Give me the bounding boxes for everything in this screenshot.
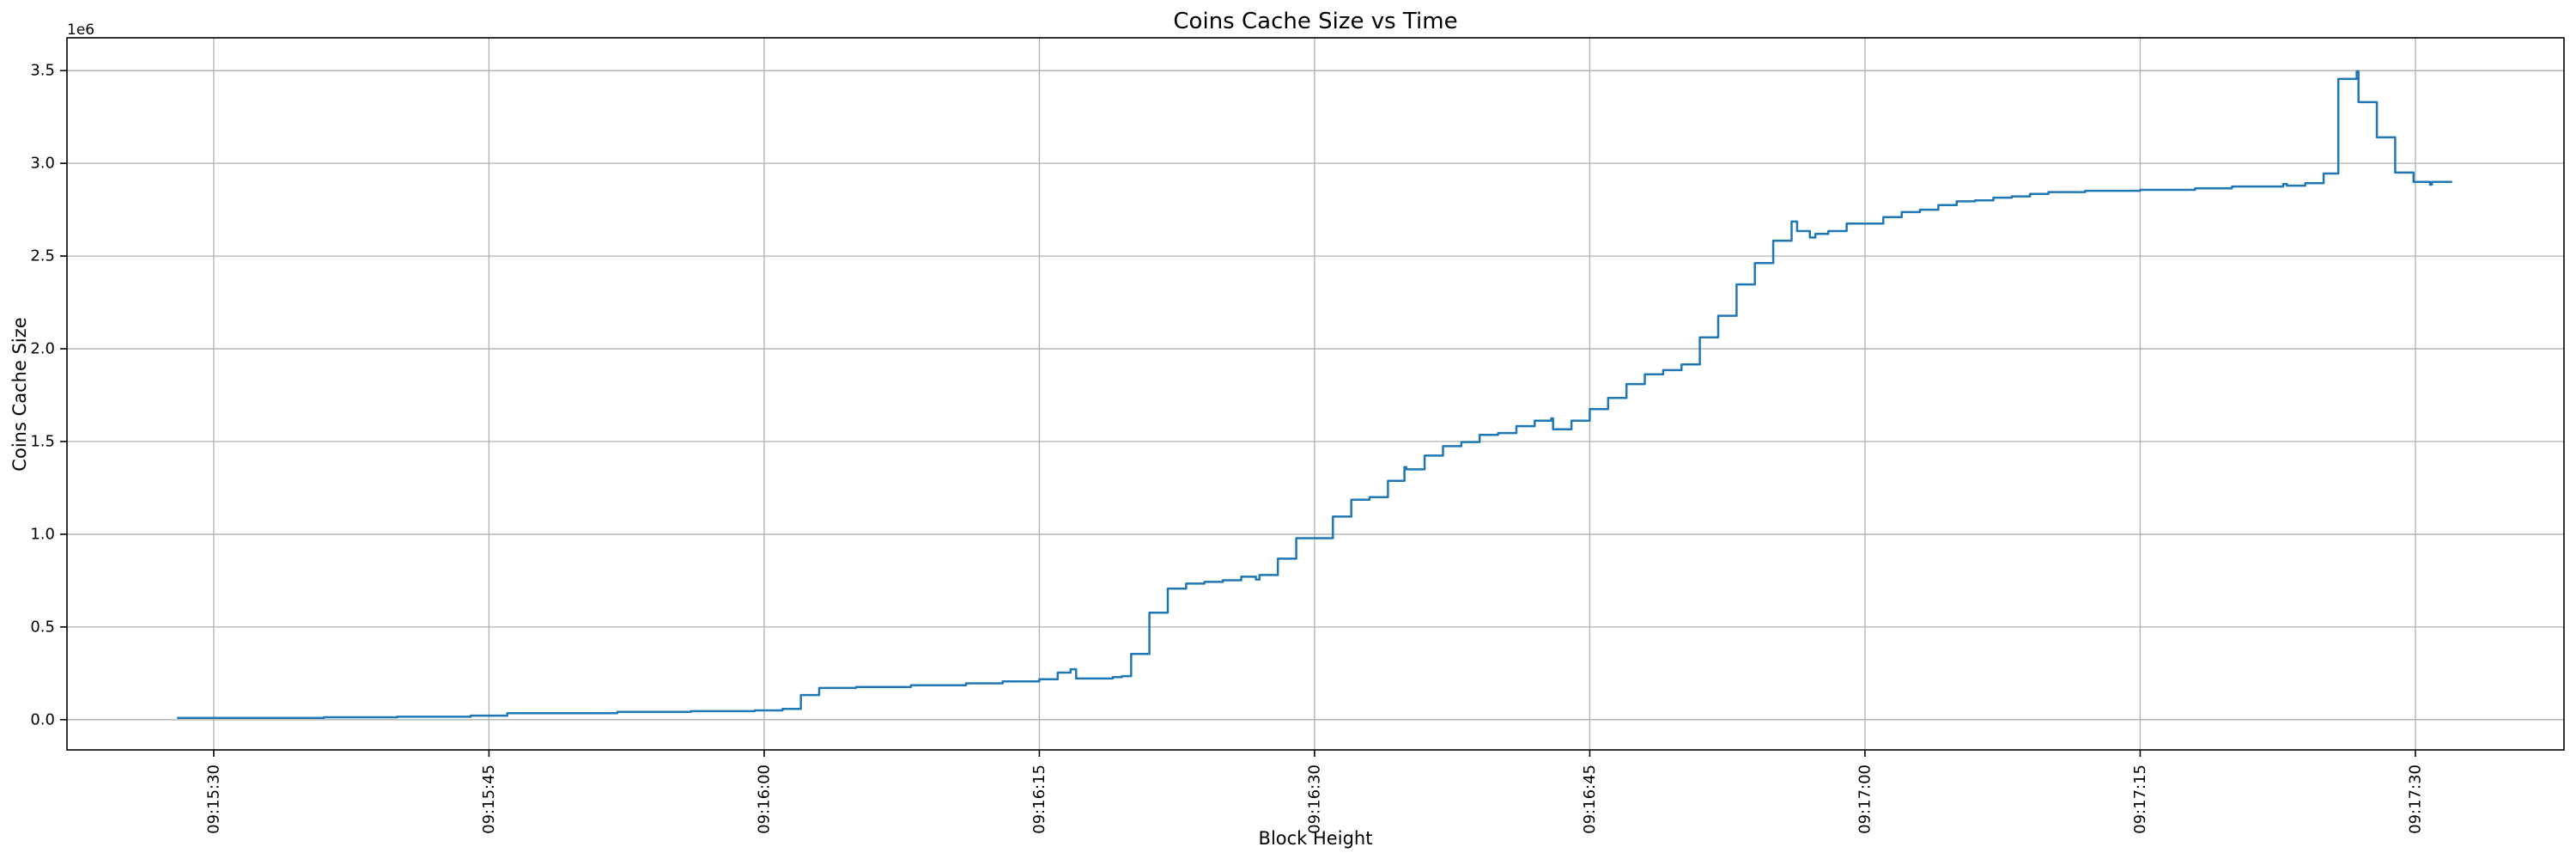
y-tick-label: 2.0: [30, 340, 55, 358]
y-tick-label: 0.5: [30, 618, 55, 636]
x-tick-label: 09:16:45: [1581, 765, 1599, 834]
x-axis-label: Block Height: [1259, 828, 1373, 849]
axis-layer: 09:15:30 09:15:45 09:16:00 09:16:15 09:16:30…: [30, 37, 2565, 834]
y-tick-label: 1.5: [30, 432, 55, 450]
x-tick-label: 09:17:15: [2131, 765, 2149, 834]
x-tick-label: 09:17:30: [2406, 765, 2424, 834]
y-axis-label: Coins Cache Size: [9, 317, 30, 471]
x-tick-label: 09:15:45: [480, 765, 498, 834]
x-tick-label: 09:16:00: [755, 765, 773, 834]
x-tick-label: 09:15:30: [204, 765, 222, 834]
y-tick-label: 2.5: [30, 247, 55, 265]
y-tick-label: 1.0: [30, 525, 55, 543]
chart-title: Coins Cache Size vs Time: [1173, 9, 1457, 34]
x-tick-label: 09:16:30: [1305, 765, 1323, 834]
x-tick-label: 09:16:15: [1030, 765, 1048, 834]
data-series-line: [177, 70, 2452, 719]
y-axis-offset-label: 1e6: [67, 21, 94, 39]
y-tick-label: 3.0: [30, 155, 55, 173]
plot-border: [66, 37, 2565, 751]
grid-layer: [67, 38, 2564, 750]
y-tick-label: 3.5: [30, 62, 55, 80]
series-layer: [177, 70, 2452, 719]
y-tick-label: 0.0: [30, 710, 55, 728]
x-tick-label: 09:17:00: [1856, 765, 1874, 834]
